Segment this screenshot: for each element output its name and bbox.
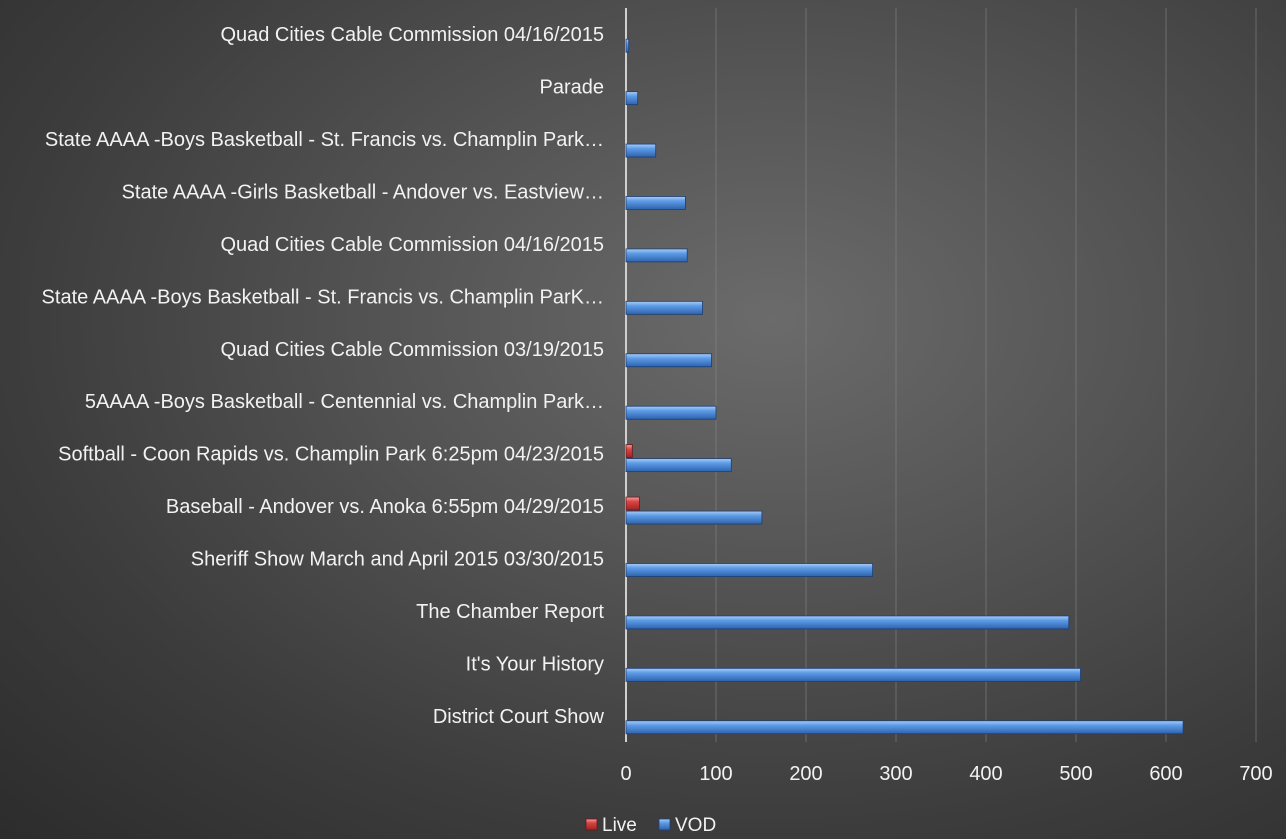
- category-label-1: Parade: [540, 77, 605, 99]
- bar-vod-1: [625, 91, 639, 106]
- legend-swatch-vod: [658, 818, 671, 831]
- category-labels: Quad Cities Cable Commission 04/16/2015 P…: [42, 24, 605, 728]
- bar-vod-9: [625, 510, 763, 525]
- category-label-7: 5AAAA -Boys Basketball - Centennial vs. …: [85, 391, 604, 413]
- tick-label-300: 300: [879, 763, 912, 785]
- bar-vod-7: [625, 405, 717, 420]
- tick-label-0: 0: [620, 763, 631, 785]
- category-label-6: Quad Cities Cable Commission 03/19/2015: [220, 339, 604, 361]
- bars: [625, 38, 1184, 735]
- legend-label-vod: VOD: [675, 815, 716, 836]
- category-label-10: Sheriff Show March and April 2015 03/30/…: [191, 549, 604, 571]
- bar-vod-11: [625, 615, 1070, 630]
- gridlines: [715, 8, 1257, 742]
- category-label-8: Softball - Coon Rapids vs. Champlin Park…: [58, 444, 604, 466]
- tick-label-500: 500: [1059, 763, 1092, 785]
- legend-swatch-live: [585, 818, 598, 831]
- bar-vod-6: [625, 353, 712, 368]
- tick-label-600: 600: [1149, 763, 1182, 785]
- category-label-11: The Chamber Report: [416, 601, 604, 623]
- category-label-5: State AAAA -Boys Basketball - St. Franci…: [42, 286, 604, 308]
- category-label-2: State AAAA -Boys Basketball - St. Franci…: [45, 129, 604, 151]
- bar-vod-5: [625, 300, 703, 315]
- category-label-9: Baseball - Andover vs. Anoka 6:55pm 04/2…: [166, 496, 604, 518]
- legend: Live VOD: [585, 815, 716, 836]
- bar-live-8: [625, 444, 633, 459]
- bar-live-9: [625, 496, 640, 511]
- bar-vod-10: [625, 563, 874, 577]
- bar-vod-12: [625, 667, 1081, 682]
- tick-label-700: 700: [1239, 763, 1272, 785]
- bar-vod-13: [625, 720, 1184, 735]
- tick-label-100: 100: [699, 763, 732, 785]
- legend-label-live: Live: [602, 815, 637, 836]
- category-label-4: Quad Cities Cable Commission 04/16/2015: [220, 234, 604, 256]
- tick-label-400: 400: [969, 763, 1002, 785]
- category-label-0: Quad Cities Cable Commission 04/16/2015: [220, 24, 604, 46]
- category-label-13: District Court Show: [433, 706, 605, 728]
- bar-vod-4: [625, 248, 688, 263]
- bar-vod-2: [625, 143, 657, 158]
- bar-vod-3: [625, 196, 686, 210]
- tick-label-200: 200: [789, 763, 822, 785]
- x-tick-labels: 0 100 200 300 400 500 600 700: [620, 763, 1272, 785]
- bar-vod-0: [625, 38, 630, 53]
- category-label-12: It's Your History: [466, 653, 604, 675]
- category-label-3: State AAAA -Girls Basketball - Andover v…: [122, 182, 604, 204]
- bar-vod-8: [625, 458, 732, 473]
